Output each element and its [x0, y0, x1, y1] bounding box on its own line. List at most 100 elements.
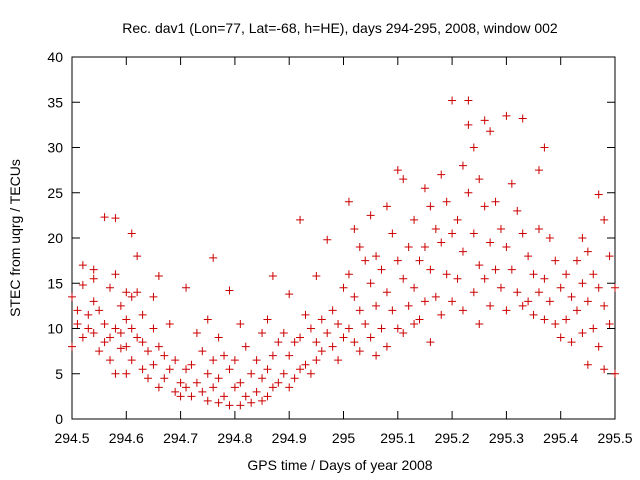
- data-point: [263, 315, 272, 324]
- data-point: [317, 315, 326, 324]
- data-point: [453, 215, 462, 224]
- data-point: [578, 329, 587, 338]
- x-tick-label: 294.8: [217, 430, 252, 446]
- y-tick-label: 20: [47, 230, 63, 246]
- data-point: [344, 270, 353, 279]
- data-point: [458, 247, 467, 256]
- data-point: [464, 188, 473, 197]
- data-point: [68, 342, 76, 351]
- data-point: [464, 120, 473, 129]
- data-point: [122, 288, 131, 297]
- data-point: [192, 329, 201, 338]
- data-point: [220, 392, 229, 401]
- data-point: [420, 243, 429, 252]
- data-point: [583, 360, 592, 369]
- data-point: [111, 214, 120, 223]
- data-point: [420, 297, 429, 306]
- x-tick-label: 295.1: [380, 430, 415, 446]
- data-point: [426, 202, 435, 211]
- data-point: [556, 283, 565, 292]
- data-point: [182, 383, 191, 392]
- y-tick-label: 25: [47, 185, 63, 201]
- data-point: [491, 265, 500, 274]
- data-point: [475, 319, 484, 328]
- data-point: [203, 315, 212, 324]
- data-point: [268, 383, 277, 392]
- data-point: [111, 369, 120, 378]
- data-point: [382, 202, 391, 211]
- data-point: [572, 256, 581, 265]
- data-point: [165, 365, 174, 374]
- data-point: [285, 290, 294, 299]
- data-point: [84, 310, 93, 319]
- data-point: [578, 279, 587, 288]
- data-point: [518, 114, 527, 123]
- data-point: [469, 229, 478, 238]
- data-point: [203, 396, 212, 405]
- data-point: [127, 229, 136, 238]
- data-point: [263, 392, 272, 401]
- data-point: [290, 374, 299, 383]
- data-point: [393, 166, 402, 175]
- data-point: [545, 234, 554, 242]
- data-point: [89, 265, 98, 274]
- data-point: [306, 324, 315, 333]
- data-point: [589, 324, 598, 333]
- data-point: [89, 274, 98, 283]
- data-point: [252, 356, 261, 365]
- data-point: [518, 301, 527, 310]
- data-point: [95, 347, 104, 356]
- data-point: [540, 274, 549, 283]
- data-point: [100, 338, 109, 347]
- x-tick-label: 294.5: [54, 430, 89, 446]
- data-point: [393, 324, 402, 333]
- data-point: [133, 252, 142, 261]
- data-point: [144, 347, 153, 356]
- y-tick-label: 10: [47, 321, 63, 337]
- data-point: [567, 292, 576, 301]
- y-axis-label: STEC from uqrg / TECUs: [7, 159, 23, 317]
- data-point: [469, 143, 478, 152]
- data-point: [247, 398, 256, 407]
- data-point: [415, 256, 424, 265]
- data-point: [138, 338, 147, 347]
- data-point: [453, 274, 462, 283]
- y-tick-label: 0: [55, 411, 63, 427]
- data-point: [366, 211, 375, 220]
- data-point: [355, 243, 364, 252]
- data-point: [361, 256, 370, 265]
- data-point: [312, 356, 321, 365]
- data-point: [361, 319, 370, 328]
- data-point: [437, 310, 446, 319]
- data-point: [567, 338, 576, 347]
- data-point: [486, 238, 495, 247]
- data-point: [388, 306, 397, 315]
- data-point: [458, 306, 467, 315]
- data-point: [562, 270, 571, 279]
- data-point: [600, 365, 609, 374]
- data-point: [122, 342, 131, 351]
- data-point: [437, 170, 446, 179]
- data-point: [144, 374, 153, 383]
- data-point: [116, 329, 125, 338]
- data-point: [160, 351, 169, 360]
- data-point: [486, 301, 495, 310]
- data-point: [350, 224, 359, 233]
- data-point: [524, 297, 533, 306]
- data-point: [138, 310, 147, 319]
- data-point: [138, 365, 147, 374]
- data-point: [116, 344, 125, 353]
- data-point: [551, 319, 560, 328]
- x-tick-label: 295: [332, 430, 356, 446]
- data-point: [366, 279, 375, 288]
- data-point: [431, 292, 440, 301]
- data-point: [89, 297, 98, 306]
- data-point: [355, 306, 364, 315]
- data-point: [100, 213, 109, 222]
- data-point: [122, 369, 131, 378]
- x-tick-label: 295.4: [543, 430, 578, 446]
- data-point: [301, 360, 310, 369]
- data-point: [111, 324, 120, 333]
- data-point: [534, 166, 543, 175]
- data-point: [198, 387, 207, 396]
